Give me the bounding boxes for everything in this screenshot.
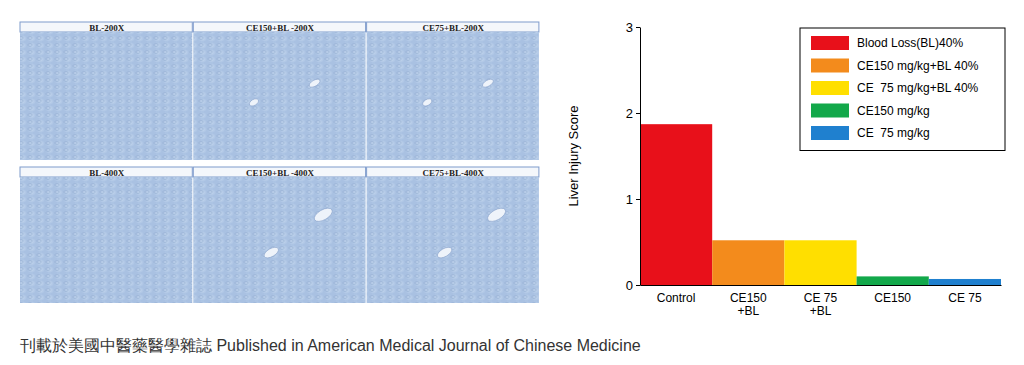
micrograph-image [193, 177, 365, 303]
micrograph-label: BL-200X [89, 23, 125, 33]
legend-label: Blood Loss(BL)40% [857, 36, 963, 50]
vessel [436, 245, 454, 260]
micrograph-label: CE150+BL -400X [246, 168, 314, 178]
y-tick: 0 [626, 278, 640, 293]
y-tick-label: 2 [626, 106, 633, 121]
bar [929, 279, 1001, 285]
micrograph-header [193, 167, 365, 177]
micrograph-image [367, 177, 539, 303]
x-tick-label: CE150+BL [730, 291, 767, 318]
bar [857, 276, 929, 285]
micrograph: CE150+BL -400X [193, 167, 365, 303]
x-tick: CE150+BL [730, 285, 767, 318]
y-tick-label: 1 [626, 192, 633, 207]
micrograph-header [367, 167, 539, 177]
legend-swatch [811, 81, 849, 95]
x-tick: CE 75 [948, 285, 982, 305]
micrograph-label: CE75+BL-400X [422, 168, 484, 178]
micrograph: BL-200X [20, 22, 192, 160]
bar [712, 240, 784, 285]
micrograph-header [20, 22, 192, 32]
micrograph-label: BL-400X [89, 168, 125, 178]
x-axis: Control CE150+BL CE 75+BL CE150 CE 75 [641, 285, 1002, 318]
micrograph: CE75+BL-200X [367, 22, 539, 160]
legend-swatch [811, 126, 849, 140]
vessel [308, 78, 321, 89]
x-tick-label: Control [657, 291, 696, 305]
y-axis: 0 1 2 3 [626, 20, 641, 293]
vessel [262, 245, 280, 260]
y-axis-title: Liver Injury Score [566, 105, 581, 206]
micrograph-image [20, 32, 192, 160]
vessel [421, 97, 433, 107]
y-axis-line [640, 28, 641, 286]
micrograph-header [20, 167, 192, 177]
legend-label: CE 75 mg/kg+BL 40% [857, 81, 979, 95]
y-tick-mark [636, 113, 640, 114]
x-tick: CE 75+BL [804, 285, 838, 318]
micrograph-image [367, 32, 539, 160]
micrograph-panel: BL-200X CE150+BL -200X CE75+BL-200X BL-400X… [20, 22, 539, 303]
y-tick: 1 [626, 192, 640, 207]
micrograph-label: CE75+BL-200X [422, 23, 484, 33]
micrograph: CE150+BL -200X [193, 22, 365, 160]
caption: 刊載於美國中醫藥醫學雜誌 Published in American Medic… [20, 337, 641, 354]
legend-swatch [811, 104, 849, 118]
legend-swatch [811, 59, 849, 73]
y-tick-label: 0 [626, 278, 633, 293]
bar [784, 240, 856, 285]
vessel [485, 205, 507, 224]
y-tick: 3 [626, 20, 640, 35]
vessel [481, 78, 494, 89]
legend-label: CE150 mg/kg+BL 40% [857, 59, 979, 73]
micrograph-header [193, 22, 365, 32]
legend-label: CE150 mg/kg [857, 104, 930, 118]
legend: Blood Loss(BL)40% CE150 mg/kg+BL 40% CE 75… [800, 28, 1005, 151]
micrograph: CE75+BL-400X [367, 167, 539, 303]
micrograph-image [20, 177, 192, 303]
y-tick-mark [636, 199, 640, 200]
vessel [312, 205, 334, 224]
y-tick: 2 [626, 106, 640, 121]
x-tick-label: CE 75+BL [804, 291, 838, 318]
x-tick: CE150 [874, 285, 911, 305]
canvas: BL-200X CE150+BL -200X CE75+BL-200X BL-400X… [0, 0, 1024, 365]
x-tick: Control [657, 285, 696, 305]
micrograph-label: CE150+BL -200X [246, 23, 314, 33]
legend-label: CE 75 mg/kg [857, 126, 930, 140]
micrograph-image [193, 32, 365, 160]
vessel [248, 97, 260, 107]
y-tick-label: 3 [626, 20, 633, 35]
x-tick-label: CE150 [874, 291, 911, 305]
x-tick-label: CE 75 [948, 291, 982, 305]
micrograph: BL-400X [20, 167, 192, 303]
y-tick-mark [636, 285, 640, 286]
y-tick-mark [636, 27, 640, 28]
legend-box [800, 28, 1005, 151]
x-axis-line [641, 285, 1002, 286]
micrograph-header [367, 22, 539, 32]
bar [640, 124, 712, 285]
legend-swatch [811, 36, 849, 50]
